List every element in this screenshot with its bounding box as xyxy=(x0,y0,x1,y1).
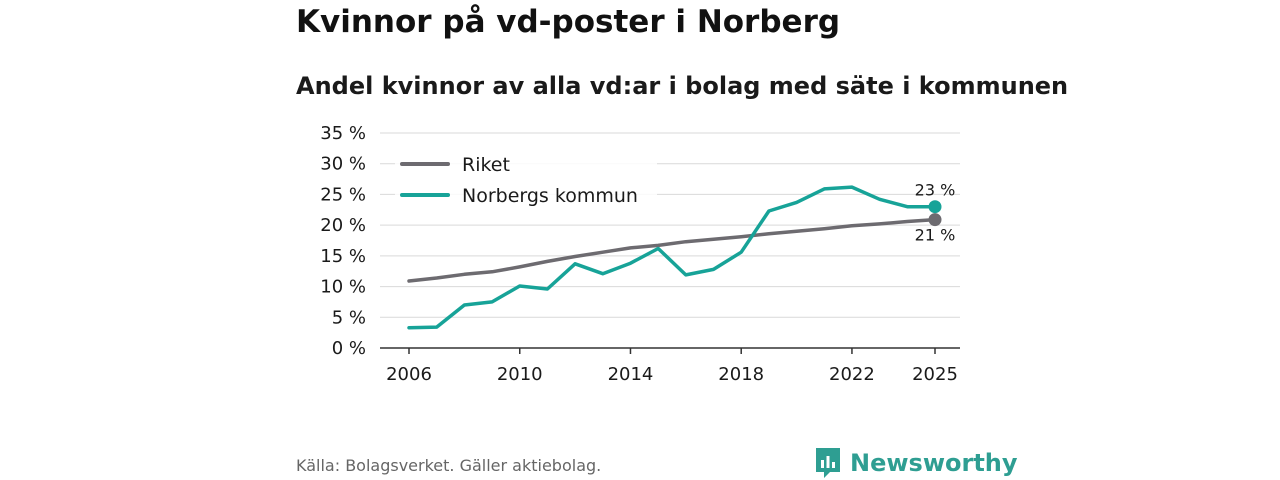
x-tick-label: 2018 xyxy=(718,364,764,385)
series-line-riket xyxy=(407,217,937,283)
legend-label-riket: Riket xyxy=(462,154,510,176)
end-label-norberg: 23 % xyxy=(915,181,956,200)
y-tick-label: 15 % xyxy=(320,246,366,267)
source-note: Källa: Bolagsverket. Gäller aktiebolag. xyxy=(296,456,602,475)
x-tick-label: 2014 xyxy=(608,364,654,385)
x-tick-label: 2010 xyxy=(497,364,543,385)
y-tick-label: 0 % xyxy=(332,338,366,359)
brand-logo: Newsworthy xyxy=(814,446,1018,480)
y-tick-label: 35 % xyxy=(320,123,366,144)
brand-name: Newsworthy xyxy=(850,449,1018,477)
chart-subtitle: Andel kvinnor av alla vd:ar i bolag med … xyxy=(296,72,1069,100)
newsworthy-logo-icon xyxy=(816,448,840,478)
legend-label-norberg: Norbergs kommun xyxy=(462,185,638,207)
y-tick-label: 20 % xyxy=(320,215,366,236)
series-line-norberg xyxy=(407,185,937,330)
end-label-riket: 21 % xyxy=(915,226,956,245)
chart-title: Kvinnor på vd-poster i Norberg xyxy=(296,4,841,40)
y-tick-label: 10 % xyxy=(320,277,366,298)
end-point-riket xyxy=(928,213,942,227)
end-point-norberg xyxy=(928,200,942,214)
x-tick-label: 2006 xyxy=(386,364,432,385)
x-tick-label: 2022 xyxy=(829,364,875,385)
y-tick-label: 25 % xyxy=(320,184,366,205)
line-chart: 0 % 5 % 10 % 15 % 20 % 25 % 30 % 35 % 2006 2010 20… xyxy=(320,123,960,385)
x-tick-label: 2025 xyxy=(912,364,958,385)
y-tick-label: 5 % xyxy=(332,307,366,328)
legend-background xyxy=(395,148,657,214)
y-tick-label: 30 % xyxy=(320,154,366,175)
